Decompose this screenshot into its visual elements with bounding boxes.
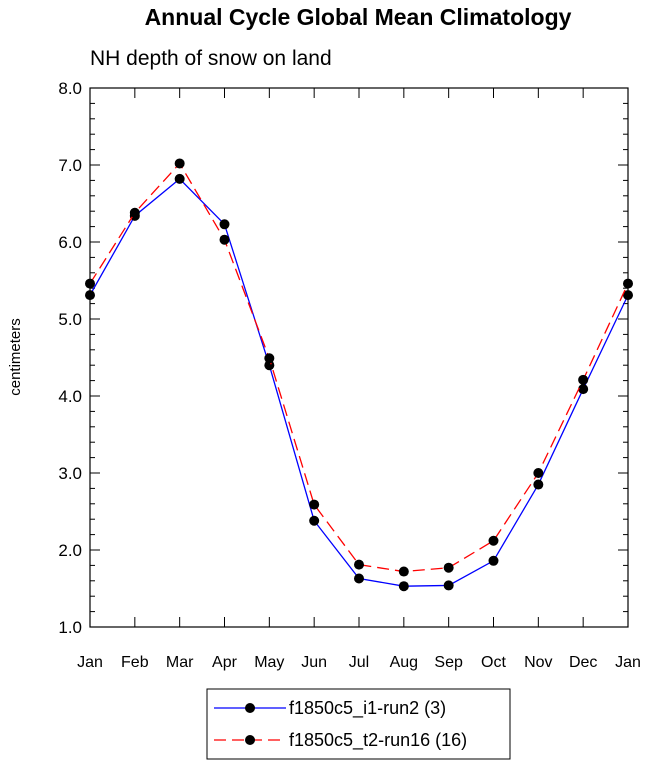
data-point [443, 562, 454, 573]
series-layer [85, 158, 633, 592]
y-tick-label: 5.0 [58, 310, 82, 329]
data-point [309, 515, 320, 526]
legend-box [206, 688, 511, 760]
series-line [89, 162, 629, 573]
x-tick-label: Feb [121, 654, 149, 671]
x-tick-label: Jul [349, 654, 369, 671]
data-point [443, 580, 454, 591]
x-tick-label: Apr [212, 654, 238, 671]
plot-frame [89, 87, 629, 628]
data-point [264, 353, 275, 364]
data-point [533, 468, 544, 478]
x-tick-label: Oct [481, 654, 506, 671]
data-point [488, 555, 499, 566]
x-tick-label: Jan [615, 654, 641, 671]
series-2 [85, 158, 633, 577]
y-tick-label: 1.0 [58, 618, 82, 637]
data-point [85, 290, 95, 301]
y-tick-label: 2.0 [58, 541, 82, 560]
chart-subtitle: NH depth of snow on land [90, 47, 332, 70]
axis-major-ticks [89, 87, 629, 628]
y-tick-label: 3.0 [58, 464, 82, 483]
chart-title: Annual Cycle Global Mean Climatology [145, 4, 572, 30]
y-axis-tick-labels: 1.0 2.0 3.0 4.0 5.0 6.0 7.0 8.0 [58, 79, 82, 637]
data-point [174, 173, 185, 184]
axis-minor-ticks [90, 102, 628, 613]
legend-label: f1850c5_t2-run16 (16) [289, 730, 467, 751]
data-point [309, 499, 320, 510]
x-tick-label: Jan [77, 654, 103, 671]
data-point [623, 290, 633, 301]
data-point [533, 479, 544, 490]
data-point [578, 374, 589, 385]
data-point [398, 566, 409, 577]
y-tick-label: 8.0 [58, 79, 82, 98]
series-1 [85, 173, 633, 592]
x-tick-label: Nov [524, 654, 552, 671]
data-point [219, 219, 230, 230]
x-tick-label: Jun [301, 654, 327, 671]
legend: f1850c5_i1-run2 (3) f1850c5_t2-run16 (16) [206, 688, 511, 760]
y-tick-label: 7.0 [58, 156, 82, 175]
x-axis-tick-labels: Jan Feb Mar Apr May Jun Jul Aug Sep Oct Nov Dec Jan [77, 654, 641, 671]
y-tick-label: 6.0 [58, 233, 82, 252]
legend-marker [245, 735, 255, 745]
x-tick-label: Dec [569, 654, 597, 671]
data-point [354, 573, 364, 584]
series-line [89, 177, 629, 587]
x-tick-label: Aug [390, 654, 418, 671]
data-point [354, 559, 364, 570]
y-tick-label: 4.0 [58, 387, 82, 406]
plot-area [89, 87, 629, 628]
data-point [219, 234, 230, 245]
data-point [264, 360, 275, 371]
data-point [623, 278, 633, 289]
x-tick-label: Sep [434, 654, 463, 671]
data-point [129, 207, 140, 218]
legend-label: f1850c5_i1-run2 (3) [289, 698, 446, 719]
y-axis-label: centimeters [7, 318, 24, 396]
data-point [398, 581, 409, 592]
legend-marker [245, 703, 255, 713]
legend-item-2: f1850c5_t2-run16 (16) [214, 730, 467, 751]
x-tick-label: Mar [166, 654, 194, 671]
data-point [85, 278, 95, 289]
data-point [488, 535, 499, 546]
x-tick-label: May [254, 654, 284, 671]
legend-item-1: f1850c5_i1-run2 (3) [214, 698, 446, 719]
data-point [174, 158, 185, 169]
data-point [578, 384, 589, 395]
